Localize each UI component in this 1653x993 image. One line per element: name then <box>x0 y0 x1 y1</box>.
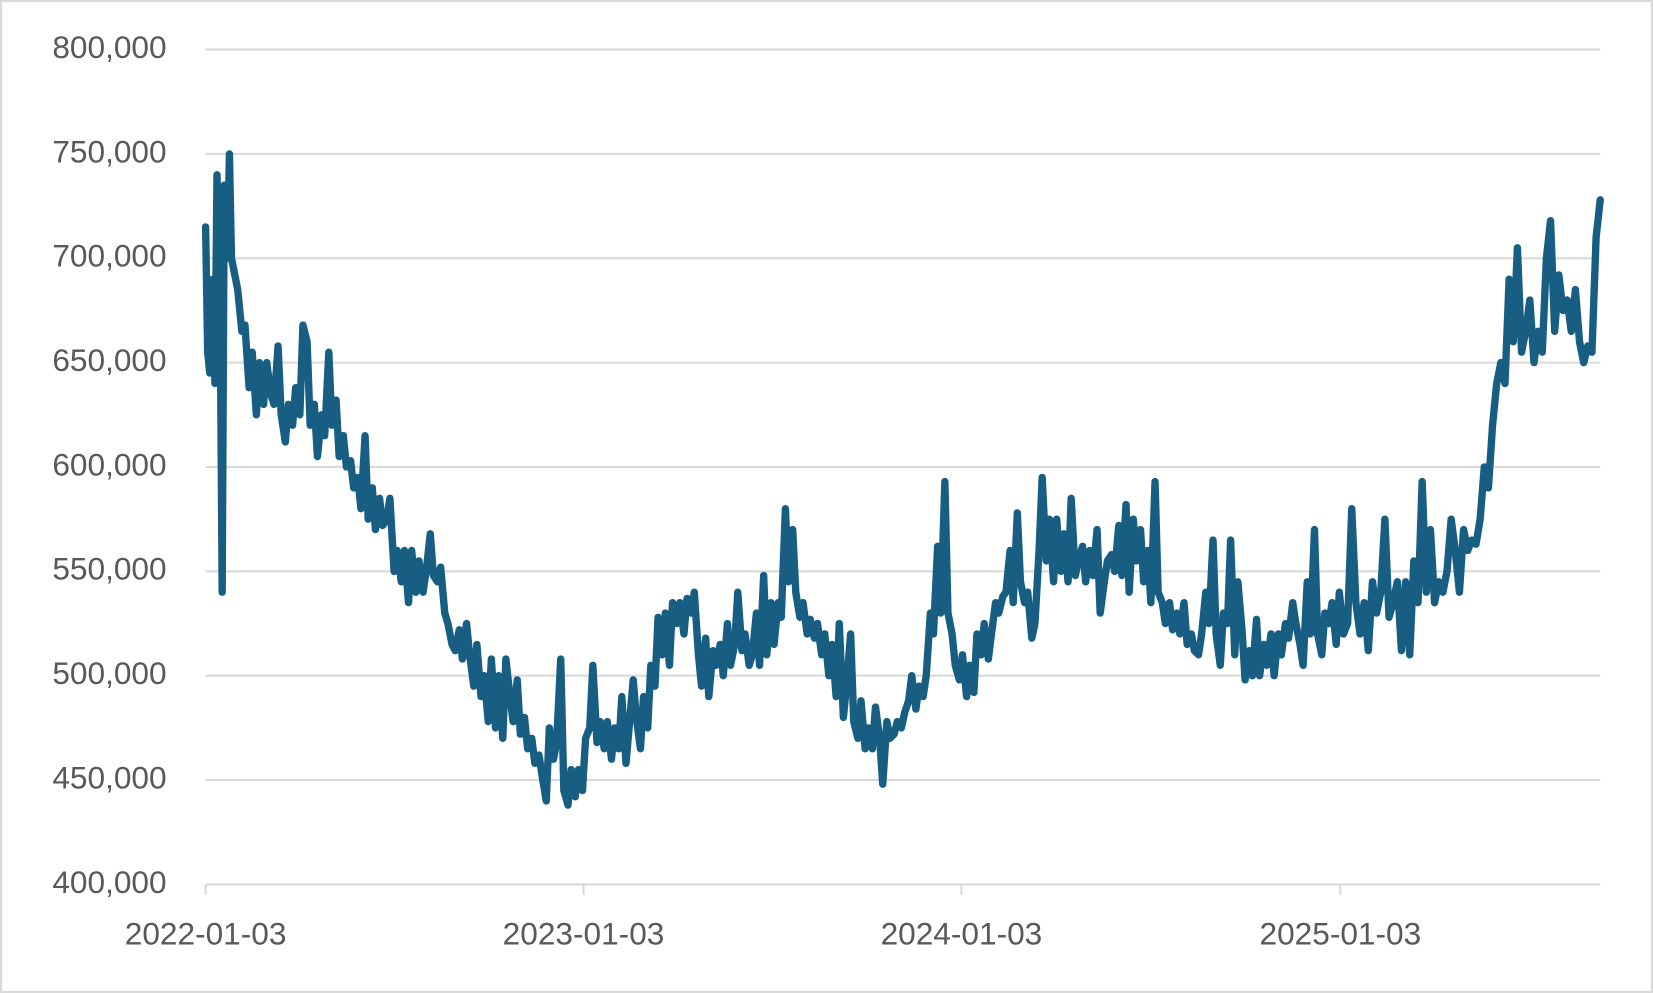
y-tick-label: 700,000 <box>52 238 166 274</box>
y-tick-label: 400,000 <box>52 864 166 900</box>
plot-area <box>201 150 1604 809</box>
y-tick-label: 600,000 <box>52 446 166 482</box>
y-tick-label: 650,000 <box>52 342 166 378</box>
y-tick-label: 450,000 <box>52 759 166 795</box>
x-tick-label: 2022-01-03 <box>125 915 287 951</box>
y-tick-label: 550,000 <box>52 551 166 587</box>
y-tick-label: 500,000 <box>52 655 166 691</box>
data-line <box>201 150 1604 809</box>
x-tick-label: 2023-01-03 <box>503 915 665 951</box>
y-tick-label: 750,000 <box>52 133 166 169</box>
ticks: 400,000 450,000 500,000 550,000 600,000 650,0… <box>52 29 1421 952</box>
y-tick-label: 800,000 <box>52 29 166 65</box>
x-tick-label: 2025-01-03 <box>1260 915 1422 951</box>
x-tick-label: 2024-01-03 <box>881 915 1043 951</box>
